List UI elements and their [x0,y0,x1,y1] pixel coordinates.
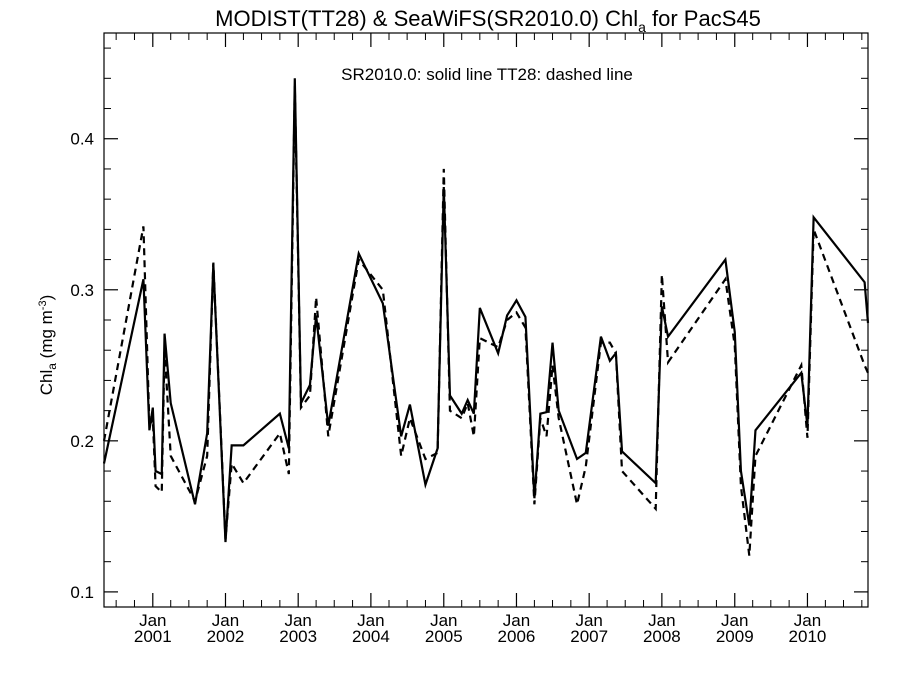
x-tick-label-month: Jan [212,611,239,630]
x-tick-label-year: 2001 [134,627,172,646]
x-tick-label-month: Jan [648,611,675,630]
y-axis-label-unit-end: ) [37,295,56,301]
x-tick-label-year: 2005 [425,627,463,646]
x-tick-label-year: 2004 [352,627,390,646]
series-line-tt28 [102,85,870,556]
x-tick-label-month: Jan [357,611,384,630]
chart-annotation: SR2010.0: solid line TT28: dashed line [341,65,633,84]
plot-frame [103,32,869,608]
x-tick-label-month: Jan [794,611,821,630]
chart-title: MODIST(TT28) & SeaWiFS(SR2010.0) Chla fo… [215,6,761,35]
y-tick-label: 0.1 [70,583,94,602]
x-tick-label-year: 2003 [279,627,317,646]
x-tick-label-year: 2007 [570,627,608,646]
y-tick-label: 0.4 [70,130,94,149]
y-axis-label-unit-start: (mg m [37,310,56,363]
y-axis-label-superscript: -3 [37,300,49,310]
x-tick-label-month: Jan [284,611,311,630]
x-tick-label-month: Jan [575,611,602,630]
x-tick-label-year: 2006 [498,627,536,646]
x-tick-label-year: 2008 [643,627,681,646]
x-tick-label-month: Jan [503,611,530,630]
series-layer [102,78,870,556]
chart-title-tail: for PacS45 [646,6,761,31]
x-tick-label-month: Jan [721,611,748,630]
chart-title-subscript: a [638,19,646,35]
y-axis-label-subscript: a [45,363,59,370]
y-tick-label: 0.3 [70,281,94,300]
y-axis-label-base: Chl [37,370,56,396]
y-tick-label: 0.2 [70,432,94,451]
x-tick-label-year: 2002 [207,627,245,646]
x-tick-label-year: 2009 [716,627,754,646]
axes-layer: 0.10.20.30.4Jan2001Jan2002Jan2003Jan2004… [70,33,868,646]
x-tick-label-year: 2010 [789,627,827,646]
y-axis-label: Chla (mg m-3) [37,295,59,396]
x-tick-label-month: Jan [430,611,457,630]
chart-title-main: MODIST(TT28) & SeaWiFS(SR2010.0) Chl [215,6,638,31]
x-tick-label-month: Jan [139,611,166,630]
